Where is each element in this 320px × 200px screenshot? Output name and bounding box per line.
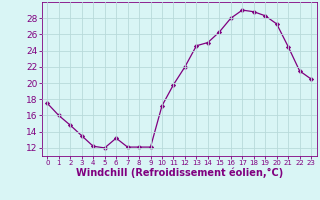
X-axis label: Windchill (Refroidissement éolien,°C): Windchill (Refroidissement éolien,°C) (76, 168, 283, 178)
